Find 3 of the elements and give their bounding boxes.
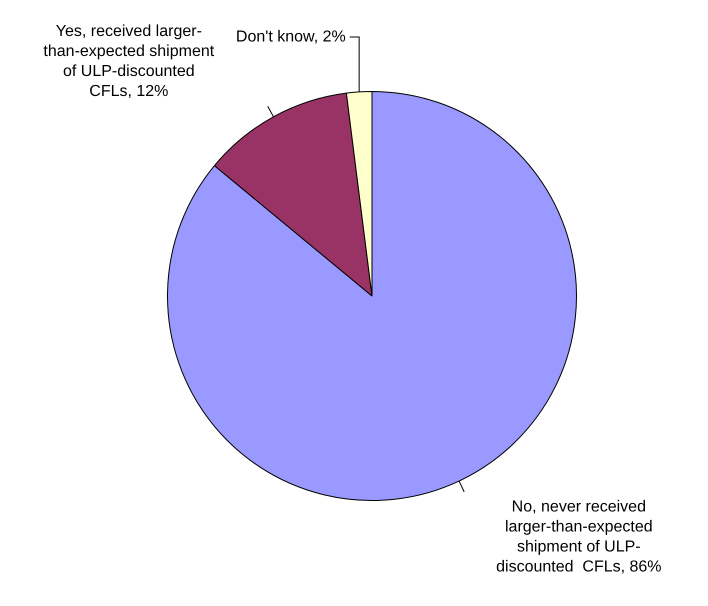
slice-label: Yes, received larger-than-expected shipment of ULP-discounted CFLs, 12% [43,23,215,100]
slice-label: No, never received larger-than-expected shipment of ULP-discounted CFLs, 86% [496,498,662,576]
slice-label: Don't know, 2% [236,28,346,46]
